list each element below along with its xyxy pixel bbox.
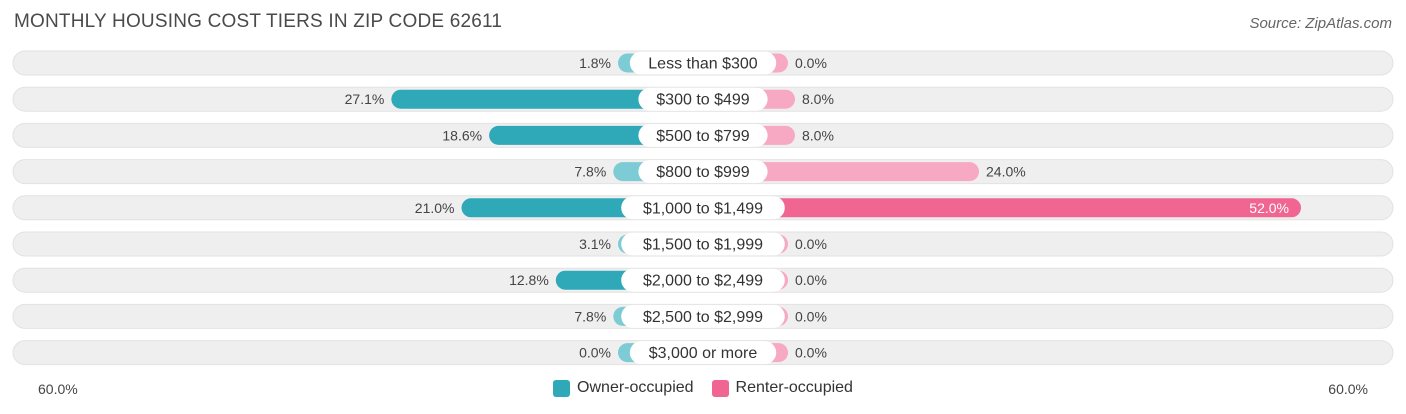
chart-canvas: 1.8% 0.0% Less than $300 27.1% 8.0% $300 to $… (12, 50, 1394, 366)
axis-right-label: 60.0% (1328, 381, 1368, 397)
value-label-renter: 0.0% (795, 345, 827, 361)
category-label: $1,000 to $1,499 (643, 200, 763, 217)
category-label: $500 to $799 (656, 128, 750, 145)
legend-label-owner: Owner-occupied (577, 379, 694, 396)
category-label: $2,500 to $2,999 (643, 309, 763, 326)
legend-item-owner: Owner-occupied (553, 379, 694, 397)
legend-swatch-owner (553, 379, 571, 397)
bar-owner (391, 89, 703, 109)
value-label-owner: 7.8% (574, 164, 606, 180)
value-label-owner: 18.6% (442, 127, 482, 143)
value-label-renter: 8.0% (802, 127, 834, 143)
bar-renter (703, 162, 979, 182)
value-label-owner: 27.1% (345, 91, 385, 107)
category-pill (621, 304, 785, 328)
category-label: $300 to $499 (656, 92, 750, 109)
chart-source: Source: ZipAtlas.com (1249, 15, 1392, 32)
value-label-renter: 24.0% (986, 164, 1026, 180)
category-label: $1,500 to $1,999 (643, 237, 763, 254)
value-label-renter: 8.0% (802, 91, 834, 107)
legend-item-renter: Renter-occupied (711, 379, 853, 397)
category-label: Less than $300 (648, 56, 758, 73)
category-pill (638, 123, 768, 147)
chart-title: MONTHLY HOUSING COST TIERS IN ZIP CODE 6… (14, 11, 503, 32)
value-label-renter: 0.0% (795, 308, 827, 324)
category-label: $800 to $999 (656, 164, 750, 181)
value-label-owner: 7.8% (574, 308, 606, 324)
legend-swatch-renter (711, 379, 729, 397)
value-label-owner: 3.1% (579, 236, 611, 252)
value-label-owner: 0.0% (579, 345, 611, 361)
axis-left-label: 60.0% (38, 381, 78, 397)
value-label-owner: 21.0% (415, 200, 455, 216)
category-pill (621, 268, 785, 292)
value-label-renter: 0.0% (795, 55, 827, 71)
value-label-renter: 0.0% (795, 236, 827, 252)
value-label-owner: 12.8% (509, 272, 549, 288)
category-pill (638, 160, 768, 184)
value-label-renter: 0.0% (795, 272, 827, 288)
value-label-renter: 52.0% (1249, 200, 1289, 216)
category-label: $2,000 to $2,499 (643, 273, 763, 290)
bar-renter (703, 198, 1301, 218)
category-pill (621, 196, 785, 220)
category-pill (629, 51, 777, 75)
legend: Owner-occupied Renter-occupied (0, 379, 1406, 397)
category-pill (638, 87, 768, 111)
category-pill (629, 341, 777, 365)
category-pill (621, 232, 785, 256)
value-label-owner: 1.8% (579, 55, 611, 71)
legend-label-renter: Renter-occupied (735, 379, 853, 396)
category-label: $3,000 or more (649, 345, 758, 362)
